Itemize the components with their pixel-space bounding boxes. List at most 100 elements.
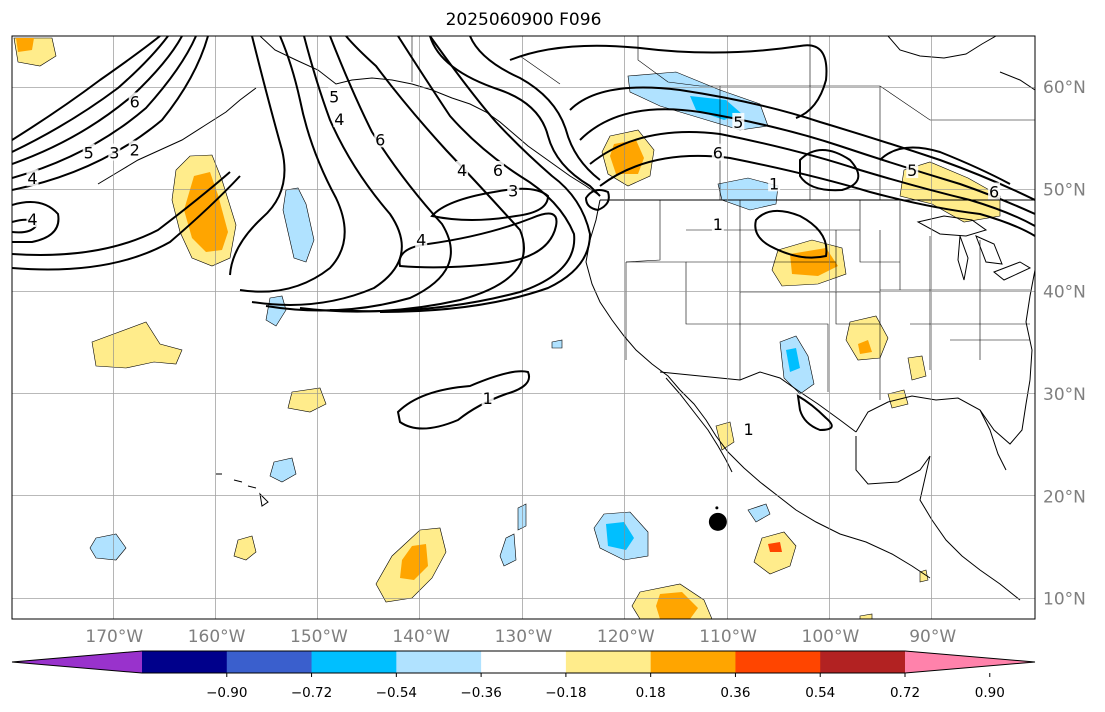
contour-label-bg [711, 143, 724, 161]
contour-label-bg [456, 161, 469, 179]
contour-label: 1 [713, 215, 723, 234]
negative-anomaly-131w-south [499, 533, 517, 567]
colorbar-tick-label: 0.18 [636, 685, 666, 701]
lake-huron [975, 235, 1003, 265]
contour-label: 5 [84, 144, 94, 163]
lat-tick-label: 10°N [1043, 590, 1086, 610]
negative-anomaly-texas-core [786, 348, 800, 372]
colorbar-segment [396, 651, 482, 673]
lon-tick-label: 170°W [85, 627, 143, 647]
contour-label: 2 [130, 141, 140, 160]
negative-anomaly-hawaii [269, 457, 297, 483]
state-boundaries [411, 36, 1035, 400]
contour-label-bg [988, 182, 1001, 200]
contour-label-bg [128, 140, 141, 158]
contour-label: 6 [375, 130, 385, 149]
colorbar-segment [650, 651, 736, 673]
contour-label-bg [742, 419, 755, 437]
colorbar-segment [226, 651, 313, 673]
yucatan [855, 436, 1021, 601]
contour-label: 5 [907, 161, 917, 180]
us-west-coast [585, 199, 931, 579]
colorbar-tick-label: 0.72 [890, 685, 920, 701]
contour-label: 6 [989, 182, 999, 201]
contour-label: 5 [733, 113, 743, 132]
lon-tick-label: 130°W [495, 627, 553, 647]
negative-anomaly-150w [282, 187, 315, 263]
lon-tick-label: 150°W [290, 627, 348, 647]
colorbar-extend-low [12, 651, 142, 673]
lon-tick-label: 160°W [188, 627, 246, 647]
shaded-anomalies [13, 37, 1001, 619]
storm-marker [708, 506, 727, 531]
negative-anomaly-sw [89, 533, 127, 561]
contour-label-bg [26, 169, 39, 187]
colorbar-segment [481, 651, 567, 673]
colorbar-tick-label: −0.18 [545, 685, 586, 701]
contour-label-bg [82, 143, 95, 161]
positive-anomaly-arkansas [845, 315, 889, 361]
aleutian-arc [97, 87, 257, 185]
positive-anomaly-greatlakes [899, 161, 1001, 223]
colorbar-tick-label: −0.54 [376, 685, 417, 701]
colorbar-segment [311, 651, 397, 673]
contour-label-bg [481, 389, 494, 407]
contour-label-bg [374, 130, 387, 148]
latitude-labels: 60°N 50°N 40°N 30°N 20°N 10°N [1043, 78, 1086, 609]
contour-label-bg [128, 92, 141, 110]
contour-label-bg [732, 112, 745, 130]
lat-tick-label: 20°N [1043, 487, 1086, 507]
contour-label: 4 [27, 169, 37, 188]
positive-anomaly-northpac-core [184, 172, 228, 252]
contour-label: 5 [329, 87, 339, 106]
positive-anomaly-baja [715, 421, 735, 451]
positive-anomaly-148w [287, 387, 327, 413]
canada-east [999, 71, 1035, 91]
negative-anomaly-west-coast [551, 339, 563, 349]
us-east-coast [1025, 269, 1035, 381]
contour-inner-3 [430, 187, 550, 221]
contour-label: 4 [27, 210, 37, 229]
plot-title: 2025060900 F096 [445, 10, 602, 30]
longitude-labels: 170°W 160°W 150°W 140°W 130°W 120°W 110°W 100°W… [85, 627, 956, 647]
negative-anomaly-152w [265, 295, 287, 327]
contour-label: 4 [416, 231, 426, 250]
lon-tick-label: 100°W [802, 627, 860, 647]
florida [979, 409, 1007, 471]
colorbar-outline [11, 650, 1036, 674]
lon-tick-label: 140°W [392, 627, 450, 647]
positive-anomaly-sw [233, 535, 257, 561]
contour-label-bg [108, 143, 121, 161]
contour-label-bg [507, 181, 520, 199]
lon-tick-label: 90°W [909, 627, 956, 647]
lat-tick-label: 40°N [1043, 283, 1086, 303]
contour-1-montana [754, 209, 828, 259]
contour-bc-loop [584, 189, 610, 212]
contour-label: 6 [713, 144, 723, 163]
contour-label-bg [768, 174, 781, 192]
colorbar-tick-label: −0.90 [206, 685, 247, 701]
contour-label: 4 [457, 161, 467, 180]
negative-anomaly-130w-south [517, 503, 527, 531]
colorbar-tick-label: 0.54 [805, 685, 835, 701]
positive-anomaly-nw-core [16, 38, 34, 52]
lake-superior [916, 215, 988, 237]
colorbar-tick-label: −0.72 [291, 685, 332, 701]
gulf-coast [855, 379, 1031, 445]
contour-lines [12, 36, 1035, 432]
negative-anomaly-120w-core [606, 522, 634, 550]
contour-label: 4 [334, 110, 344, 129]
positive-anomaly-140w-core [400, 544, 428, 580]
contour-label-bg [906, 161, 919, 179]
lake-michigan [957, 235, 969, 281]
map-frame [11, 35, 1036, 620]
contour-1-north [799, 149, 860, 192]
contour-label: 1 [743, 420, 753, 439]
positive-anomaly-southeast [859, 613, 873, 619]
negative-anomaly-canada-core [690, 96, 742, 120]
contour-label: 1 [769, 174, 779, 193]
contour-label: 3 [109, 144, 119, 163]
contour-label: 6 [493, 161, 503, 180]
